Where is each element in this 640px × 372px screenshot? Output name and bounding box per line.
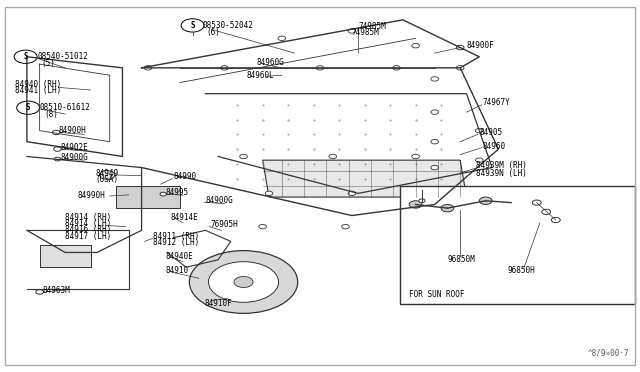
Text: 84916 (RH): 84916 (RH) xyxy=(65,225,111,234)
Circle shape xyxy=(456,65,464,70)
Circle shape xyxy=(551,217,560,222)
Text: 84910: 84910 xyxy=(166,266,189,275)
Circle shape xyxy=(479,197,492,205)
Circle shape xyxy=(412,154,419,159)
Text: 84940 (RH): 84940 (RH) xyxy=(15,80,61,89)
Text: 84905: 84905 xyxy=(479,128,502,137)
Circle shape xyxy=(456,45,464,50)
Text: 74967Y: 74967Y xyxy=(483,99,510,108)
Text: S: S xyxy=(190,21,195,30)
Circle shape xyxy=(348,29,356,33)
Circle shape xyxy=(234,276,253,288)
Text: 76905H: 76905H xyxy=(211,220,238,229)
Text: 84900F: 84900F xyxy=(467,41,494,50)
Circle shape xyxy=(316,65,324,70)
Text: 84990: 84990 xyxy=(173,172,196,181)
Circle shape xyxy=(431,140,438,144)
Text: 84960L: 84960L xyxy=(246,71,275,80)
Circle shape xyxy=(393,65,400,70)
Circle shape xyxy=(541,209,550,214)
Text: 08540-51012: 08540-51012 xyxy=(37,52,88,61)
Circle shape xyxy=(532,200,541,205)
Text: S: S xyxy=(26,103,31,112)
Text: 96850M: 96850M xyxy=(447,254,475,264)
Text: (USA): (USA) xyxy=(96,175,119,184)
Circle shape xyxy=(342,224,349,229)
Circle shape xyxy=(412,44,419,48)
Text: 84941 (LH): 84941 (LH) xyxy=(15,86,61,95)
Polygon shape xyxy=(116,186,180,208)
Text: 08510-61612: 08510-61612 xyxy=(40,103,90,112)
Circle shape xyxy=(100,170,115,179)
Circle shape xyxy=(160,192,166,196)
Text: 84940E: 84940E xyxy=(166,252,193,262)
Text: 84914 (LH): 84914 (LH) xyxy=(65,219,111,228)
Circle shape xyxy=(240,154,247,159)
Circle shape xyxy=(181,19,204,32)
Text: (5): (5) xyxy=(42,58,56,68)
Circle shape xyxy=(221,65,228,70)
Circle shape xyxy=(409,201,422,208)
Text: S: S xyxy=(23,52,28,61)
Text: 84939M (RH): 84939M (RH) xyxy=(476,161,527,170)
Text: (6): (6) xyxy=(207,28,220,37)
Text: 84900G: 84900G xyxy=(60,153,88,162)
Text: 84912 (LH): 84912 (LH) xyxy=(153,238,199,247)
Text: 84939N (LH): 84939N (LH) xyxy=(476,169,527,177)
Circle shape xyxy=(424,191,432,196)
Text: (8): (8) xyxy=(45,109,59,119)
Circle shape xyxy=(265,191,273,196)
Polygon shape xyxy=(40,245,91,267)
Circle shape xyxy=(431,77,438,81)
Circle shape xyxy=(14,50,37,63)
Text: 84914 (RH): 84914 (RH) xyxy=(65,213,111,222)
Text: 84960: 84960 xyxy=(483,142,506,151)
Circle shape xyxy=(329,154,337,159)
Text: 84910F: 84910F xyxy=(204,299,232,308)
Circle shape xyxy=(36,290,44,294)
Text: 84995: 84995 xyxy=(166,188,189,197)
Circle shape xyxy=(54,147,61,151)
Circle shape xyxy=(259,224,266,229)
Circle shape xyxy=(52,130,60,135)
Text: 84963M: 84963M xyxy=(43,286,70,295)
FancyBboxPatch shape xyxy=(399,186,636,304)
Text: 84911 (RH): 84911 (RH) xyxy=(153,232,199,241)
Text: 84960G: 84960G xyxy=(256,58,284,67)
Circle shape xyxy=(17,101,40,114)
Circle shape xyxy=(431,165,438,170)
Text: 84949: 84949 xyxy=(96,169,119,177)
Circle shape xyxy=(476,158,483,162)
Circle shape xyxy=(419,199,425,203)
Circle shape xyxy=(441,205,454,212)
Circle shape xyxy=(476,128,483,133)
Text: 84914E: 84914E xyxy=(170,213,198,222)
Text: FOR SUN ROOF: FOR SUN ROOF xyxy=(409,291,465,299)
Circle shape xyxy=(431,110,438,114)
Circle shape xyxy=(189,251,298,313)
Circle shape xyxy=(54,157,61,161)
Text: 96850H: 96850H xyxy=(508,266,536,275)
Circle shape xyxy=(278,36,285,41)
Text: 74985M: 74985M xyxy=(352,28,380,37)
Circle shape xyxy=(348,191,356,196)
Text: 08530-52042: 08530-52042 xyxy=(202,21,253,30)
Text: 84917 (LH): 84917 (LH) xyxy=(65,232,111,241)
Text: 84900H: 84900H xyxy=(59,126,86,135)
Text: 84900G: 84900G xyxy=(205,196,233,205)
Text: 84990H: 84990H xyxy=(78,192,106,201)
Text: 74985M: 74985M xyxy=(358,22,386,31)
Text: ^8/9»00·7: ^8/9»00·7 xyxy=(588,349,629,358)
Polygon shape xyxy=(262,160,467,197)
Text: 84902E: 84902E xyxy=(60,143,88,152)
Circle shape xyxy=(209,262,278,302)
Circle shape xyxy=(144,65,152,70)
